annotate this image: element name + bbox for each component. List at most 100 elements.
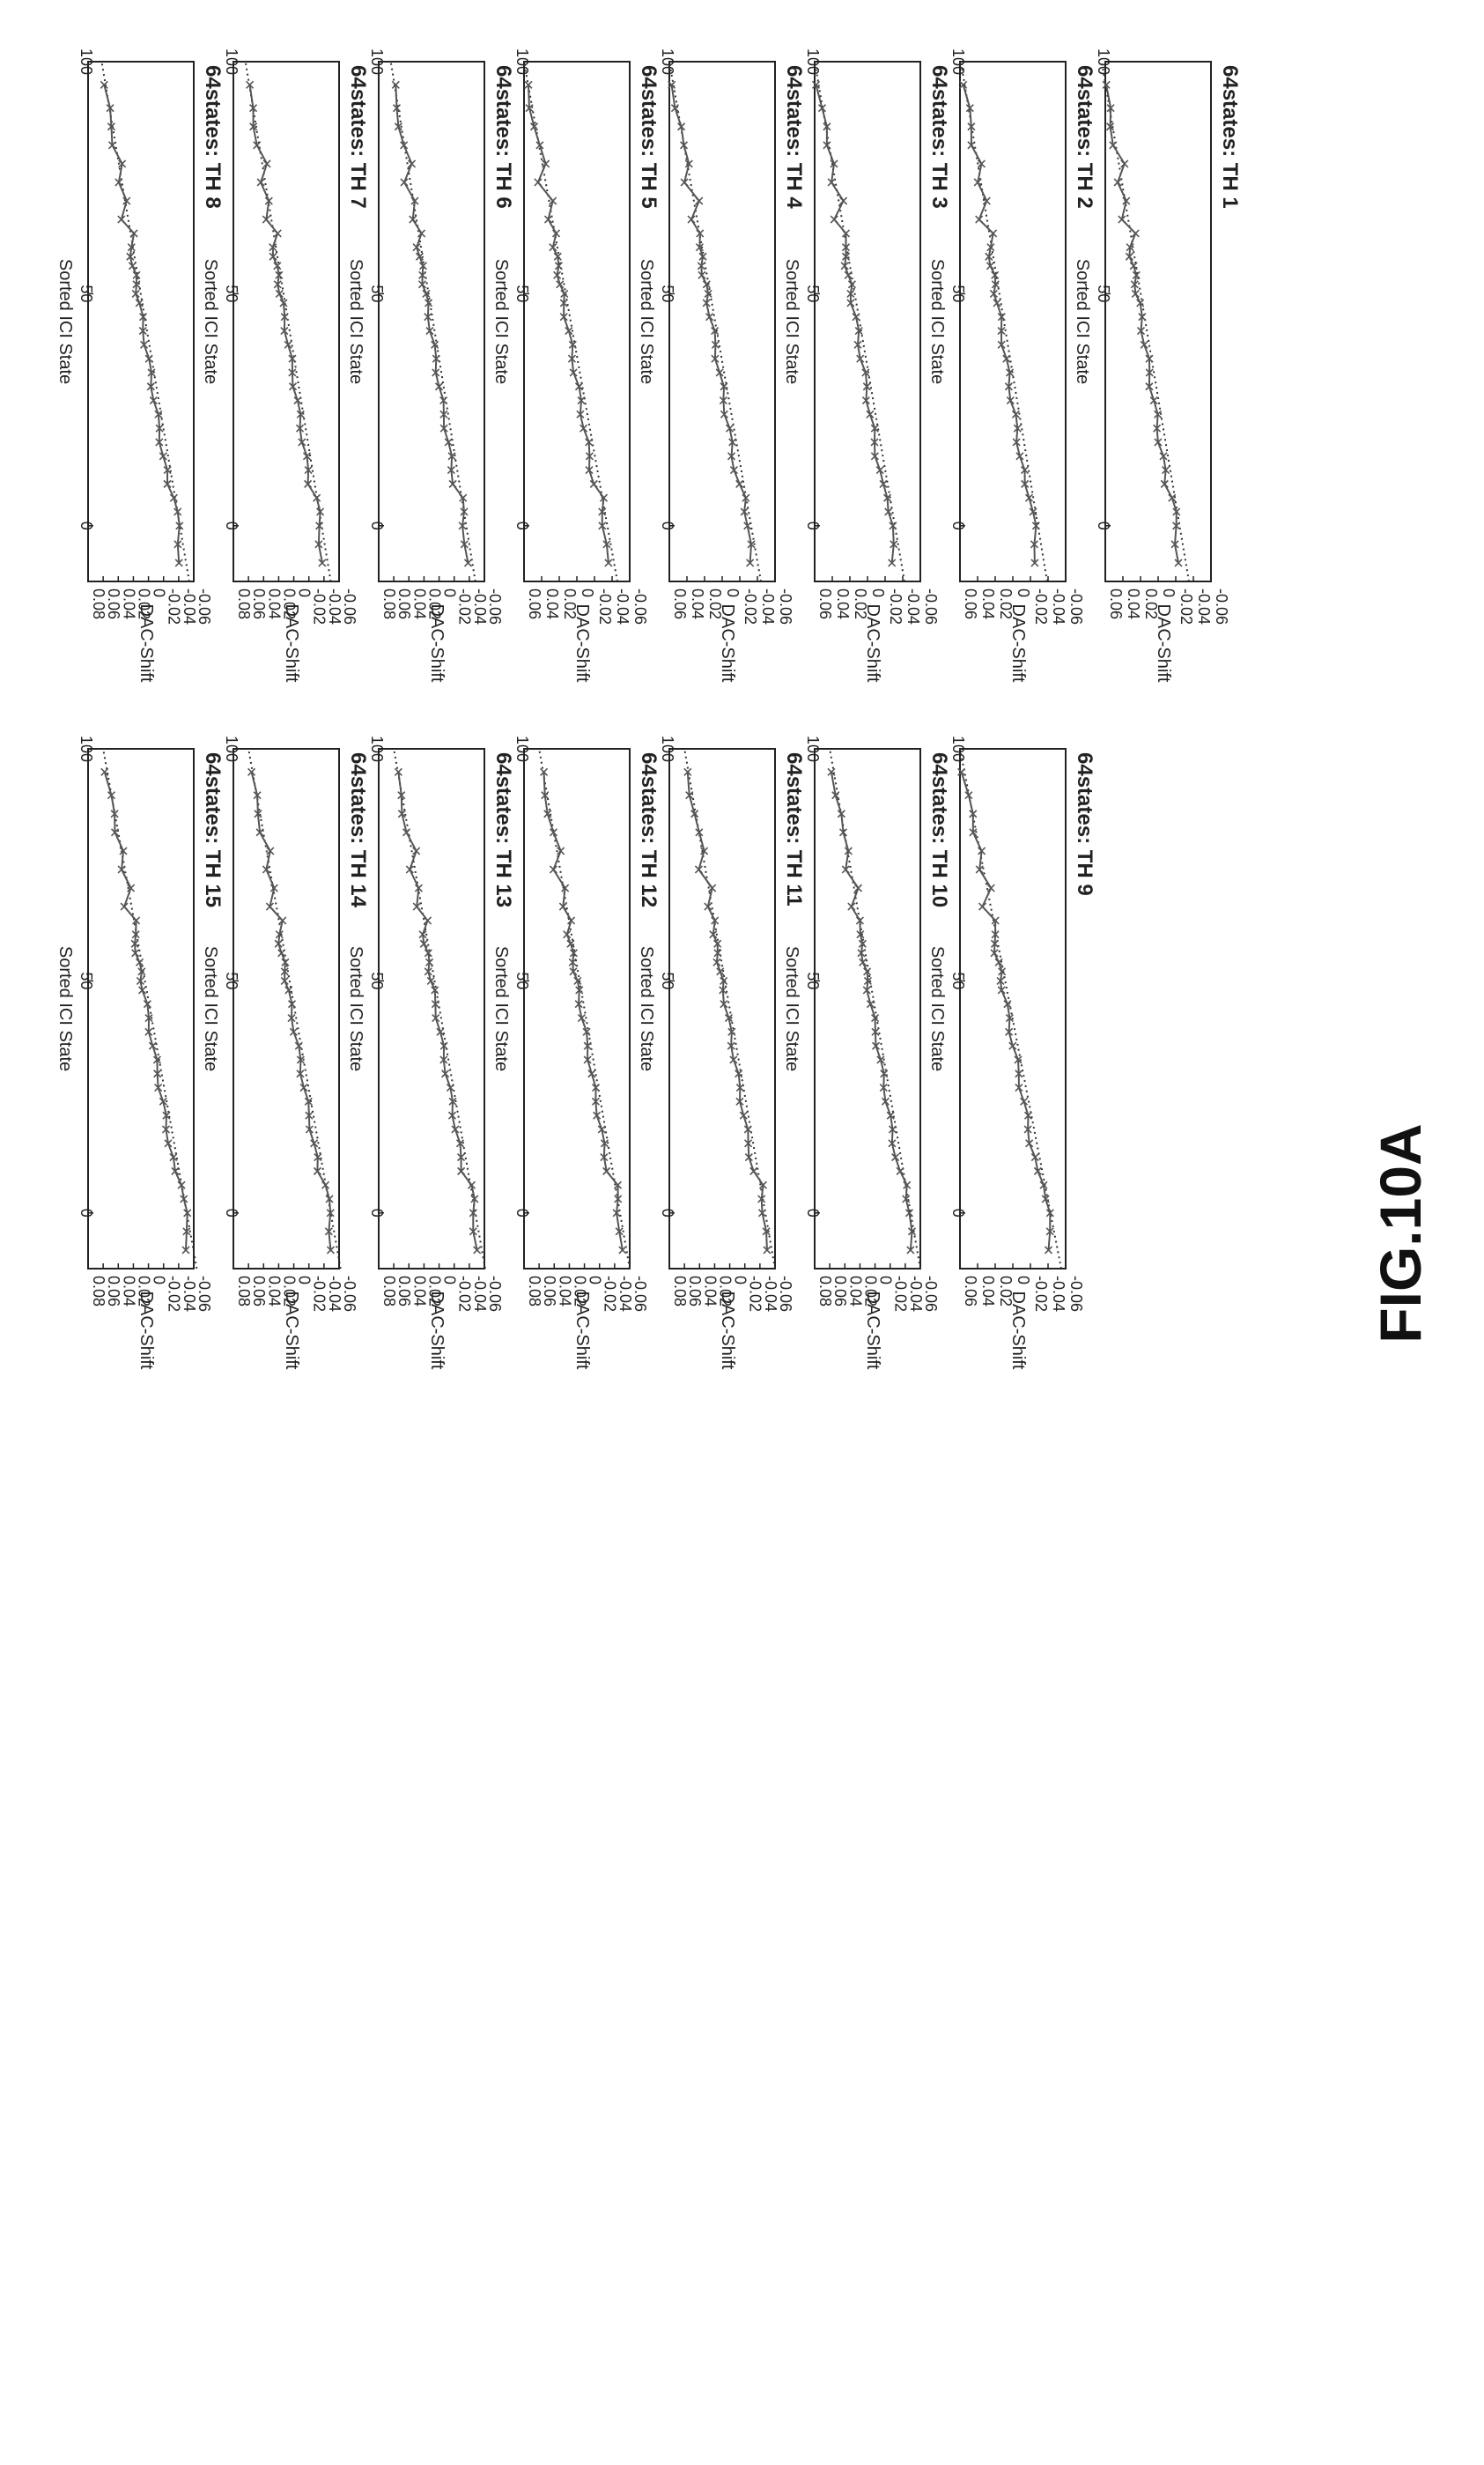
y-axis-label: DAC-Shift [1008, 604, 1028, 683]
panel-title: 64states: TH 15 [201, 752, 225, 907]
data-point [447, 452, 456, 461]
data-line [815, 85, 895, 563]
panel-title: 64states: TH 5 [637, 65, 661, 209]
data-point [118, 159, 127, 168]
data-point [553, 270, 562, 279]
data-point [978, 902, 987, 911]
data-point [990, 939, 1000, 948]
data-line [250, 772, 332, 1251]
y-tick-label: -0.06 [1067, 588, 1085, 625]
data-point [903, 1181, 912, 1189]
data-point [747, 540, 756, 549]
data-point [275, 289, 284, 298]
x-tick-label: 50 [1095, 285, 1112, 302]
data-point [990, 949, 999, 958]
y-tick-label: 0.04 [846, 1276, 864, 1307]
y-tick-label: 0.08 [380, 1276, 398, 1307]
data-line [395, 85, 469, 564]
data-point [1045, 1227, 1054, 1236]
data-point [106, 104, 114, 113]
y-tick-label: 0.08 [90, 1276, 107, 1307]
x-tick-label: 50 [949, 285, 967, 302]
fit-line [538, 748, 631, 1270]
data-point [460, 540, 469, 549]
x-tick-label: 0 [949, 1209, 967, 1218]
x-tick-label: 0 [78, 522, 95, 530]
data-point [149, 396, 158, 405]
data-point [618, 1246, 627, 1255]
data-point [273, 262, 282, 270]
panel-frame [233, 748, 340, 1270]
y-tick-label: -0.04 [326, 588, 343, 625]
data-point [593, 1111, 602, 1120]
data-point [967, 141, 976, 150]
data-point [460, 507, 469, 516]
data-point [410, 196, 419, 205]
data-point [424, 967, 432, 976]
data-point [881, 1097, 890, 1106]
panel-title: 64states: TH 9 [1073, 752, 1096, 896]
y-tick-label: -0.02 [456, 1276, 474, 1312]
data-point [280, 326, 289, 336]
data-point [884, 507, 893, 516]
data-point [982, 196, 991, 205]
y-tick-label: -0.02 [311, 588, 329, 625]
data-point [426, 976, 435, 985]
y-tick-label: 0.04 [556, 1276, 573, 1307]
data-point [840, 262, 849, 270]
data-point [1118, 215, 1126, 224]
data-point [126, 252, 135, 261]
y-tick-label: -0.04 [759, 588, 777, 625]
data-point [171, 1166, 180, 1175]
y-tick-label: 0 [441, 1276, 459, 1284]
data-point [1005, 1027, 1014, 1036]
data-point [567, 354, 576, 363]
fit-line [814, 61, 905, 582]
data-point [407, 159, 417, 168]
data-line [103, 85, 181, 563]
data-point [743, 522, 752, 530]
data-point [256, 178, 265, 187]
data-point [446, 1083, 454, 1092]
data-point [711, 326, 720, 336]
data-point [405, 865, 414, 874]
fit-line [959, 748, 1062, 1270]
data-point [135, 958, 144, 966]
y-tick-label: 0.08 [235, 1276, 253, 1307]
data-point [591, 1083, 601, 1092]
data-point [1122, 196, 1131, 205]
data-point [467, 1181, 476, 1189]
x-tick-label: 0 [659, 1209, 676, 1218]
data-point [534, 178, 543, 187]
panel-12: -0.06-0.04-0.0200.020.040.060.08050100So… [491, 736, 661, 1370]
x-tick-label: 0 [513, 522, 531, 530]
x-tick-label: 50 [368, 285, 386, 302]
data-point [704, 289, 712, 298]
x-tick-label: 0 [78, 1209, 95, 1218]
y-tick-label: 0 [296, 1276, 314, 1284]
x-axis-label: Sorted ICI State [491, 259, 511, 384]
data-point [727, 452, 736, 461]
data-point [1015, 1083, 1023, 1092]
y-tick-label: -0.04 [1050, 588, 1067, 625]
x-axis-label: Sorted ICI State [1073, 259, 1092, 384]
data-point [740, 507, 749, 516]
y-tick-label: 0.06 [686, 1276, 704, 1307]
y-tick-label: -0.06 [1067, 1276, 1085, 1312]
data-point [130, 939, 139, 948]
data-point [439, 1041, 448, 1050]
data-point [305, 1125, 314, 1134]
data-point [702, 280, 711, 289]
data-point [1131, 289, 1140, 298]
data-point [582, 1027, 591, 1036]
data-point [1136, 326, 1146, 336]
y-tick-label: -0.06 [777, 1276, 794, 1312]
data-point [991, 916, 1000, 925]
data-point [247, 767, 256, 776]
x-tick-label: 100 [659, 736, 676, 762]
fit-line [1101, 61, 1190, 582]
data-point [153, 1070, 162, 1078]
y-tick-label: 0.04 [979, 1276, 997, 1307]
data-point [698, 270, 706, 279]
data-point [431, 986, 439, 995]
